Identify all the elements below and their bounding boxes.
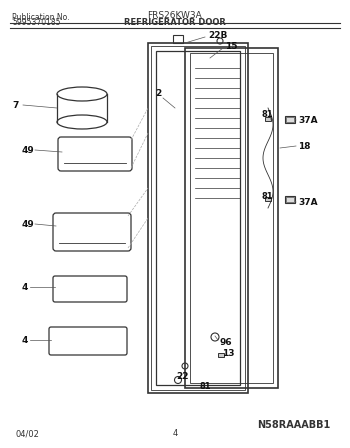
Text: 4: 4 [22,336,28,345]
Bar [285,116,295,123]
Text: 49: 49 [22,220,35,228]
Bar [173,35,183,43]
Text: 7: 7 [12,100,18,109]
Text: 4: 4 [22,283,28,292]
Bar [265,197,271,201]
Text: 81: 81 [200,382,212,391]
Text: 81: 81 [261,191,273,201]
Text: 18: 18 [298,142,310,151]
Bar [265,117,271,121]
Bar [185,48,278,388]
Text: 37A: 37A [298,198,318,207]
Text: 5995370185: 5995370185 [12,18,61,27]
Text: 15: 15 [225,42,238,51]
Bar [151,46,245,390]
Text: 2: 2 [155,89,161,98]
Text: 13: 13 [222,349,235,358]
Text: N58RAAABB1: N58RAAABB1 [257,420,330,430]
Bar [286,117,294,122]
Text: 22B: 22B [208,30,228,39]
Text: 96: 96 [220,337,233,346]
Bar [156,51,240,385]
Text: REFRIGERATOR DOOR: REFRIGERATOR DOOR [124,18,226,27]
Bar [286,197,294,202]
Text: 04/02: 04/02 [15,429,39,438]
Text: 81: 81 [261,109,273,119]
Bar [148,43,248,393]
Text: 37A: 37A [298,116,318,125]
Text: 22: 22 [176,371,189,380]
Bar [285,196,295,203]
Text: Publication No.: Publication No. [12,13,70,22]
Bar [218,353,224,357]
Text: 49: 49 [22,146,35,155]
Text: FRS26KW3A: FRS26KW3A [148,11,202,20]
Bar [190,53,273,383]
Text: 4: 4 [172,429,177,438]
